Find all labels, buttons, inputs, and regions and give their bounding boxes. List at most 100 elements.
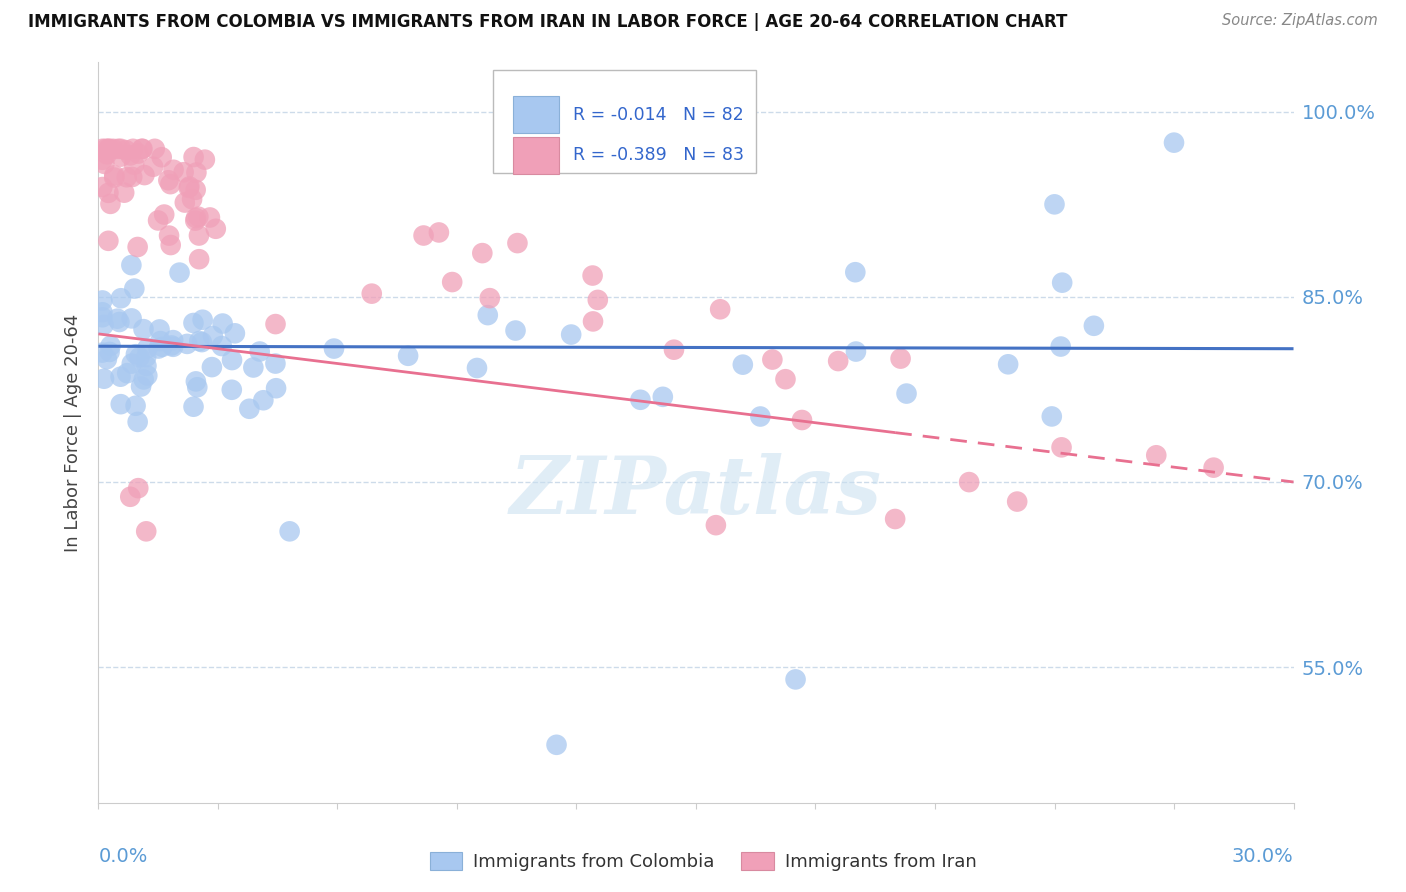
- Point: [506, 236, 529, 251]
- Point: [224, 326, 246, 341]
- Point: [159, 238, 181, 252]
- Point: [186, 380, 208, 394]
- Point: [96, 352, 118, 367]
- Point: [249, 344, 271, 359]
- Point: [157, 228, 180, 243]
- Point: [115, 143, 138, 157]
- Point: [91, 293, 114, 308]
- Point: [160, 338, 183, 352]
- Point: [1083, 318, 1105, 333]
- Point: [1202, 460, 1225, 475]
- Point: [184, 213, 207, 227]
- Point: [148, 322, 170, 336]
- Point: [142, 160, 165, 174]
- Text: IMMIGRANTS FROM COLOMBIA VS IMMIGRANTS FROM IRAN IN LABOR FORCE | AGE 20-64 CORR: IMMIGRANTS FROM COLOMBIA VS IMMIGRANTS F…: [28, 13, 1067, 31]
- Point: [108, 315, 131, 329]
- Point: [630, 392, 652, 407]
- Point: [146, 213, 169, 227]
- Point: [93, 157, 115, 171]
- Point: [187, 210, 209, 224]
- Point: [1043, 197, 1066, 211]
- Point: [115, 366, 138, 380]
- Point: [129, 379, 152, 393]
- Point: [1163, 136, 1185, 150]
- Point: [427, 226, 450, 240]
- Text: R = -0.014   N = 82: R = -0.014 N = 82: [572, 106, 744, 124]
- Legend: Immigrants from Colombia, Immigrants from Iran: Immigrants from Colombia, Immigrants fro…: [422, 845, 984, 879]
- Point: [110, 291, 132, 305]
- Point: [278, 524, 301, 539]
- Point: [890, 351, 912, 366]
- Point: [211, 317, 233, 331]
- Point: [93, 318, 115, 332]
- Point: [127, 146, 149, 161]
- Point: [122, 142, 145, 156]
- Point: [100, 339, 122, 353]
- Text: R = -0.389   N = 83: R = -0.389 N = 83: [572, 146, 744, 164]
- Point: [183, 400, 205, 414]
- Point: [152, 340, 174, 354]
- Point: [441, 275, 464, 289]
- Point: [360, 286, 382, 301]
- Point: [221, 353, 243, 368]
- Point: [211, 339, 233, 353]
- Point: [181, 192, 204, 206]
- Point: [252, 393, 274, 408]
- Point: [581, 268, 603, 283]
- Point: [162, 162, 184, 177]
- Point: [242, 360, 264, 375]
- Point: [188, 252, 211, 267]
- Point: [97, 142, 120, 156]
- Point: [162, 333, 184, 347]
- Point: [505, 324, 527, 338]
- Point: [323, 342, 346, 356]
- Point: [136, 368, 159, 383]
- Point: [546, 738, 568, 752]
- Point: [586, 293, 609, 307]
- Point: [101, 142, 124, 156]
- Text: 30.0%: 30.0%: [1232, 847, 1294, 866]
- Y-axis label: In Labor Force | Age 20-64: In Labor Force | Age 20-64: [65, 313, 83, 552]
- Point: [221, 383, 243, 397]
- Point: [183, 150, 205, 164]
- Point: [103, 170, 125, 185]
- Point: [204, 221, 226, 235]
- Point: [790, 413, 813, 427]
- Point: [127, 415, 149, 429]
- Text: Source: ZipAtlas.com: Source: ZipAtlas.com: [1222, 13, 1378, 29]
- Point: [97, 234, 120, 248]
- Point: [97, 186, 120, 200]
- Point: [121, 169, 143, 184]
- Point: [884, 512, 907, 526]
- Point: [150, 150, 173, 164]
- Point: [169, 266, 191, 280]
- Point: [176, 337, 198, 351]
- Point: [264, 317, 287, 331]
- Point: [136, 341, 159, 355]
- Point: [98, 345, 121, 359]
- Point: [131, 142, 153, 156]
- Point: [238, 401, 260, 416]
- Point: [177, 181, 200, 195]
- Point: [153, 208, 176, 222]
- Point: [201, 360, 224, 375]
- Point: [120, 148, 142, 162]
- Point: [91, 180, 114, 194]
- Point: [264, 381, 287, 395]
- Point: [749, 409, 772, 424]
- Bar: [513, 96, 558, 134]
- Point: [173, 195, 195, 210]
- Point: [198, 211, 221, 225]
- Point: [96, 147, 118, 161]
- Point: [761, 352, 783, 367]
- Point: [148, 342, 170, 356]
- Point: [465, 361, 488, 376]
- Point: [91, 153, 114, 167]
- Point: [709, 302, 731, 317]
- Point: [183, 316, 205, 330]
- Point: [110, 150, 132, 164]
- FancyBboxPatch shape: [494, 70, 756, 173]
- Point: [957, 475, 980, 489]
- Point: [105, 311, 128, 326]
- Point: [132, 372, 155, 386]
